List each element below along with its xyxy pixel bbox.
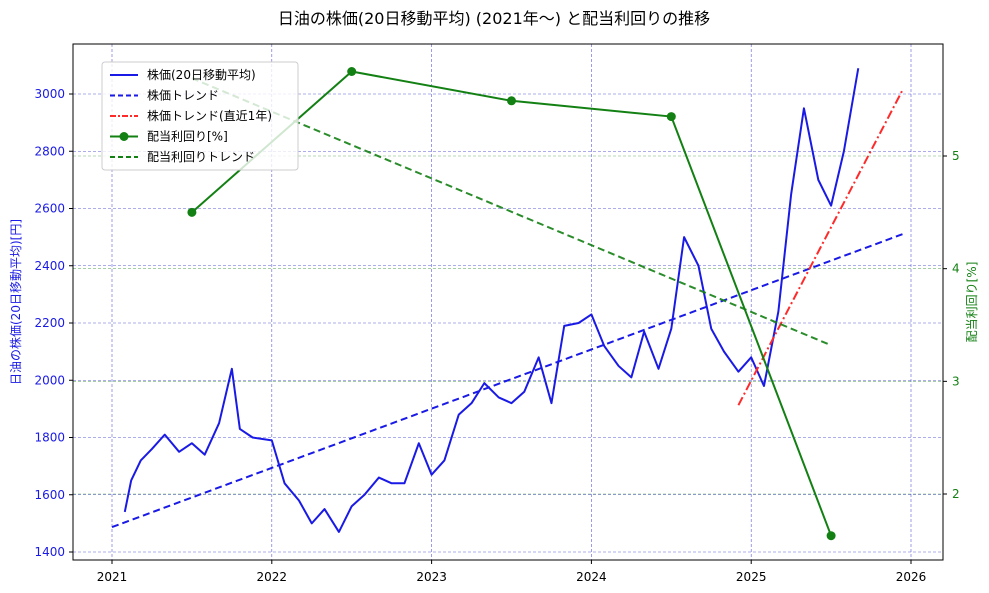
x-tick-label: 2026 [896, 570, 927, 584]
data-point-marker [507, 96, 516, 106]
y-left-tick-label: 2800 [34, 144, 65, 158]
y-left-tick-label: 1400 [34, 545, 65, 559]
y-left-tick-label: 1800 [34, 431, 65, 445]
legend-label: 株価トレンド [147, 88, 219, 103]
data-point-marker [347, 66, 357, 76]
chart-title: 日油の株価(20日移動平均) (2021年〜) と配当利回りの推移 [278, 9, 710, 28]
legend-label: 株価トレンド(直近1年) [147, 108, 272, 123]
plot-area: 2021 2022 2023 2024 2025 2026 1400 1600 1800 2000… [34, 43, 960, 584]
y-left-tick-label: 2000 [34, 373, 65, 387]
legend-label: 配当利回りトレンド [147, 150, 255, 164]
data-point-marker [826, 531, 836, 541]
y-axis-label-left: 日油の株価(20日移動平均)[円] [8, 219, 23, 385]
data-point-marker [666, 112, 676, 122]
y-axis-label-right: 配当利回り[%] [965, 262, 979, 343]
legend-box [101, 61, 299, 171]
y-left-tick-label: 1600 [34, 488, 65, 502]
y-right-tick-label: 5 [952, 149, 960, 163]
legend-label: 株価(20日移動平均) [147, 67, 256, 82]
x-tick-label: 2024 [576, 570, 607, 584]
series-line-0 [123, 68, 860, 533]
y-left-tick-label: 2600 [34, 202, 65, 216]
series-line-2 [737, 88, 904, 406]
legend-label: 配当利回り[%] [147, 130, 228, 144]
x-tick-label: 2025 [736, 570, 767, 584]
y-right-tick-label: 3 [952, 374, 960, 388]
x-tick-label: 2023 [416, 570, 447, 584]
y-left-tick-label: 2400 [34, 259, 65, 273]
series-line-1 [111, 233, 904, 529]
x-tick-label: 2021 [97, 570, 128, 584]
x-tick-label: 2022 [257, 570, 288, 584]
plot-frame [72, 43, 944, 561]
y-right-tick-label: 4 [952, 262, 960, 276]
y-left-tick-label: 3000 [34, 87, 65, 101]
data-point-marker [187, 207, 197, 217]
y-right-tick-label: 2 [952, 487, 960, 501]
y-left-tick-label: 2200 [34, 316, 65, 330]
